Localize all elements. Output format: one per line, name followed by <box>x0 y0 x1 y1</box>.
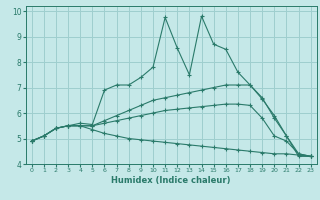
X-axis label: Humidex (Indice chaleur): Humidex (Indice chaleur) <box>111 176 231 185</box>
